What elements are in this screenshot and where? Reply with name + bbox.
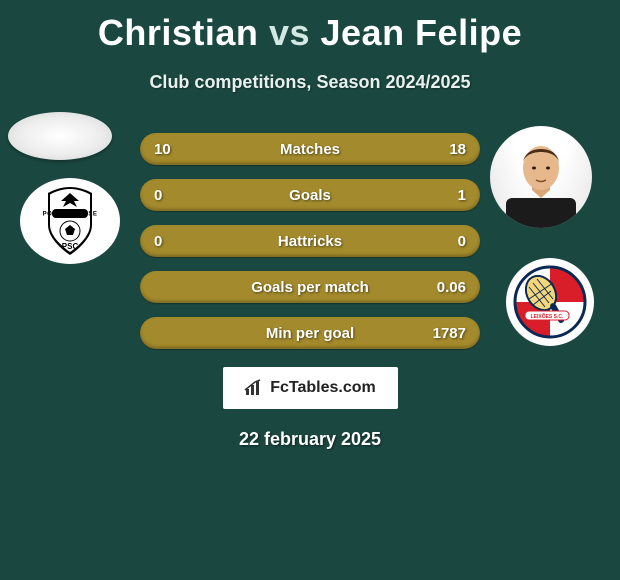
svg-text:PORTIMONENSE: PORTIMONENSE xyxy=(43,212,98,218)
stat-row: Goals per match 0.06 xyxy=(140,271,480,303)
player2-club-badge: LEIXÕES S.C. xyxy=(506,258,594,346)
stat-row: 10 Matches 18 xyxy=(140,133,480,165)
subtitle: Club competitions, Season 2024/2025 xyxy=(0,72,620,93)
svg-text:PSC: PSC xyxy=(62,242,79,251)
player1-club-badge: PORTIMONENSE PSC xyxy=(20,178,120,264)
stat-left-value: 0 xyxy=(154,233,184,250)
player2-name: Jean Felipe xyxy=(321,12,523,53)
stat-row: 0 Hattricks 0 xyxy=(140,225,480,257)
player1-photo xyxy=(8,112,112,160)
svg-text:LEIXÕES S.C.: LEIXÕES S.C. xyxy=(531,313,564,320)
stat-right-value: 1787 xyxy=(433,325,466,342)
stat-right-value: 0 xyxy=(436,233,466,250)
brand-box: FcTables.com xyxy=(223,367,398,409)
stat-label: Goals per match xyxy=(251,279,369,296)
stat-row: Min per goal 1787 xyxy=(140,317,480,349)
vs-text: vs xyxy=(269,12,310,53)
player1-name: Christian xyxy=(98,12,259,53)
stat-left-value: 10 xyxy=(154,141,184,158)
stats-container: 10 Matches 18 0 Goals 1 0 Hattricks 0 Go… xyxy=(140,133,480,349)
stat-left-value: 0 xyxy=(154,187,184,204)
player2-photo xyxy=(490,126,592,228)
stat-right-value: 1 xyxy=(436,187,466,204)
stat-label: Min per goal xyxy=(266,325,354,342)
bar-chart-icon xyxy=(244,379,266,397)
brand-text: FcTables.com xyxy=(270,379,376,397)
comparison-date: 22 february 2025 xyxy=(0,429,620,450)
comparison-title: Christian vs Jean Felipe xyxy=(0,0,620,54)
stat-label: Matches xyxy=(280,141,340,158)
stat-label: Goals xyxy=(289,187,331,204)
stat-row: 0 Goals 1 xyxy=(140,179,480,211)
stat-label: Hattricks xyxy=(278,233,342,250)
stat-right-value: 0.06 xyxy=(436,279,466,296)
stat-right-value: 18 xyxy=(436,141,466,158)
